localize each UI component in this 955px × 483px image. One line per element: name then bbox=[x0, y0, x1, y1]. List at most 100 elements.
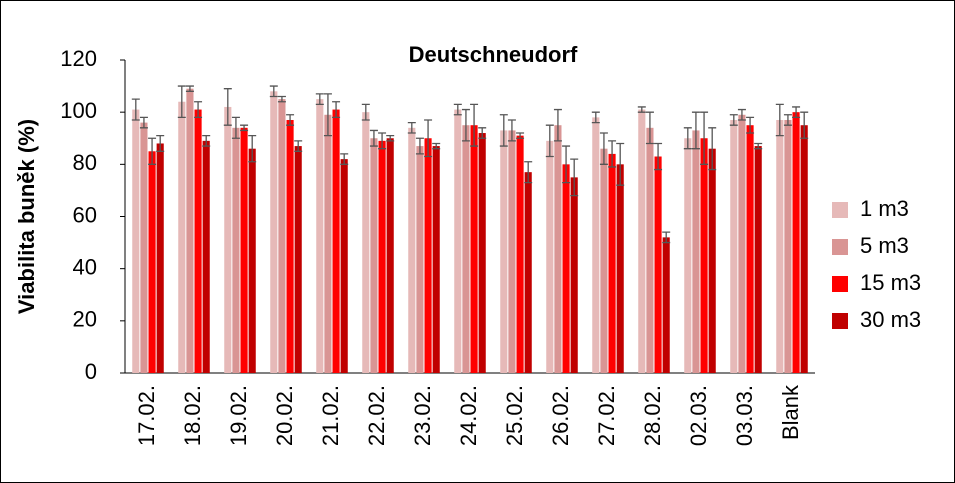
x-tick-label: 02.03. bbox=[686, 385, 711, 446]
bar bbox=[194, 109, 202, 373]
bar bbox=[608, 153, 616, 373]
y-tick-label: 60 bbox=[73, 202, 97, 227]
x-tick-label: 18.02. bbox=[180, 385, 205, 446]
error-bar bbox=[570, 158, 579, 197]
error-bar bbox=[683, 127, 692, 150]
bar bbox=[546, 140, 554, 373]
error-bar bbox=[286, 114, 295, 126]
bar bbox=[738, 114, 746, 374]
error-bar bbox=[783, 114, 792, 126]
x-tick-label: 28.02. bbox=[640, 385, 665, 446]
error-bar bbox=[591, 111, 600, 124]
error-bar bbox=[131, 98, 140, 121]
error-bar bbox=[800, 111, 809, 139]
bar bbox=[232, 127, 240, 373]
error-bar bbox=[545, 124, 554, 158]
error-bar bbox=[407, 121, 416, 134]
bar bbox=[784, 119, 792, 373]
error-bar bbox=[562, 145, 571, 184]
bar bbox=[386, 138, 394, 373]
error-bar bbox=[231, 116, 240, 139]
error-bar bbox=[461, 108, 470, 142]
bar bbox=[524, 172, 532, 373]
bar bbox=[148, 151, 156, 373]
bar bbox=[600, 148, 608, 373]
x-tick-label: 27.02. bbox=[594, 385, 619, 446]
bar bbox=[516, 135, 524, 373]
error-bar bbox=[645, 111, 654, 145]
error-bar bbox=[424, 119, 433, 158]
error-bar bbox=[185, 85, 194, 92]
legend-swatch bbox=[832, 276, 848, 292]
error-bar bbox=[729, 114, 738, 126]
error-bar bbox=[386, 134, 395, 142]
error-bar bbox=[156, 134, 165, 152]
bar bbox=[240, 127, 248, 373]
error-bar bbox=[654, 142, 663, 171]
bar bbox=[800, 125, 808, 373]
bar bbox=[478, 133, 486, 373]
error-bar bbox=[315, 93, 324, 105]
legend-swatch bbox=[832, 313, 848, 329]
x-tick-label: 03.03. bbox=[732, 385, 757, 446]
error-bar bbox=[332, 101, 341, 119]
legend-label: 5 m3 bbox=[860, 233, 909, 258]
bar bbox=[592, 117, 600, 373]
legend-label: 15 m3 bbox=[860, 270, 921, 295]
bar bbox=[462, 125, 470, 373]
error-bar bbox=[240, 124, 249, 132]
error-bar bbox=[323, 93, 332, 137]
bar bbox=[340, 159, 348, 373]
error-bar bbox=[432, 142, 441, 150]
legend-swatch bbox=[832, 202, 848, 218]
error-bar bbox=[361, 103, 370, 121]
x-tick-label: 23.02. bbox=[410, 385, 435, 446]
error-bar bbox=[453, 103, 462, 116]
error-bar bbox=[691, 111, 700, 150]
error-bar bbox=[378, 132, 387, 150]
bar bbox=[776, 119, 784, 373]
bar bbox=[554, 125, 562, 373]
y-tick-label: 100 bbox=[60, 98, 97, 123]
bar bbox=[692, 130, 700, 373]
bar bbox=[408, 127, 416, 373]
bar bbox=[646, 127, 654, 373]
error-bar bbox=[478, 127, 487, 139]
bar bbox=[684, 138, 692, 373]
bar bbox=[662, 237, 670, 373]
error-bar bbox=[754, 142, 763, 150]
x-tick-label: 17.02. bbox=[134, 385, 159, 446]
bar bbox=[270, 91, 278, 374]
y-tick-label: 0 bbox=[85, 359, 97, 384]
bar bbox=[500, 130, 508, 373]
error-bar bbox=[269, 85, 278, 98]
bar bbox=[754, 146, 762, 373]
bar bbox=[470, 125, 478, 373]
bar bbox=[132, 109, 140, 373]
error-bar bbox=[516, 132, 525, 139]
x-tick-label: 24.02. bbox=[456, 385, 481, 446]
x-tick-label: 25.02. bbox=[502, 385, 527, 446]
bar bbox=[224, 106, 232, 373]
x-tick-label: Blank bbox=[778, 384, 803, 440]
error-bar bbox=[746, 116, 755, 134]
error-bar bbox=[737, 108, 746, 121]
bar bbox=[140, 122, 148, 373]
bar bbox=[362, 112, 370, 374]
error-bar bbox=[524, 161, 533, 184]
error-bar bbox=[177, 85, 186, 119]
error-bar bbox=[608, 140, 617, 168]
bar bbox=[654, 156, 662, 373]
error-bar bbox=[248, 134, 257, 163]
bar bbox=[700, 138, 708, 373]
bar bbox=[286, 119, 294, 373]
bar bbox=[562, 164, 570, 373]
bar bbox=[416, 146, 424, 373]
y-tick-label: 120 bbox=[60, 46, 97, 71]
bar bbox=[248, 148, 256, 373]
x-tick-label: 22.02. bbox=[364, 385, 389, 446]
error-bar bbox=[708, 127, 717, 171]
bar bbox=[278, 99, 286, 373]
bar bbox=[792, 112, 800, 374]
